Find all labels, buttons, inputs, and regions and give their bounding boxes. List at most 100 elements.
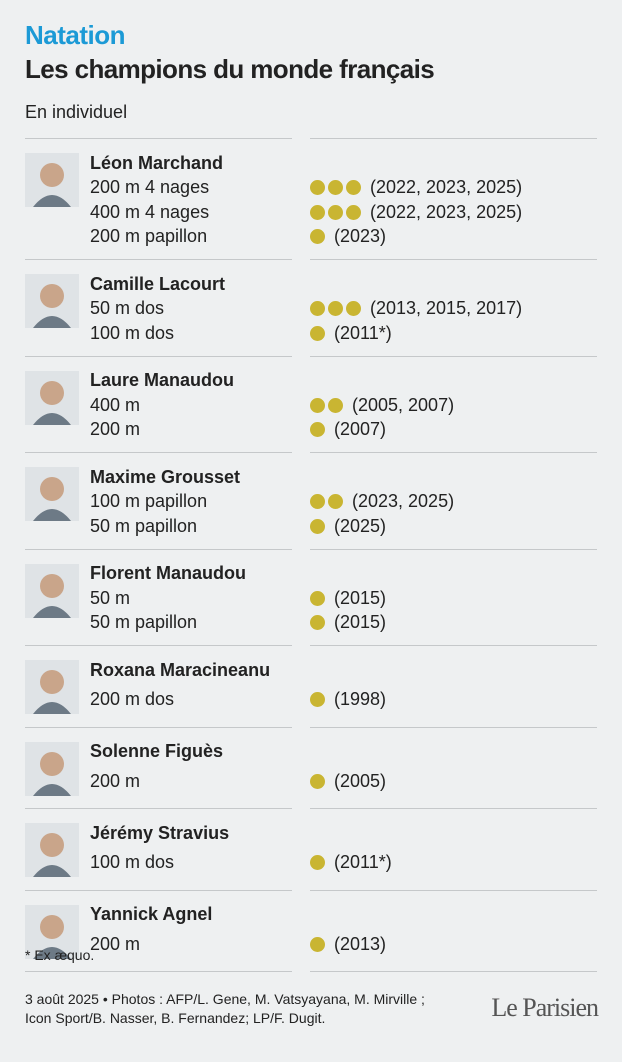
separator [25,808,597,809]
titles: (2013, 2015, 2017) [310,298,522,319]
photo [25,467,79,521]
separator [25,726,597,728]
titles: (2011*) [310,852,392,873]
portrait [33,751,71,796]
years: (2022, 2023, 2025) [370,201,523,222]
years: (2013) [334,933,387,954]
event-row: 50 m (2015) [25,586,597,611]
portrait [33,477,71,521]
photo [25,823,79,877]
title-dot [346,204,361,220]
athlete-name: Camille Lacourt [90,273,226,294]
rule [310,889,597,891]
years: (2023) [334,226,387,247]
athlete-name: Florent Manaudou [90,563,246,584]
event-row: 100 m dos (2011*) [25,321,597,346]
separator [25,548,597,550]
athlete-name: Laure Manaudou [90,370,235,391]
rule [25,645,292,646]
event: 50 m papillon [90,515,198,536]
title-dot [328,494,343,510]
event: 100 m papillon [90,491,208,512]
event-row: 200 m (2013) [25,927,597,961]
athlete-name: Maxime Grousset [90,466,241,487]
portrait [33,833,71,877]
name-row: Léon Marchand [25,151,597,176]
rule [310,645,597,646]
event-row: 200 m papillon (2023) [25,225,597,250]
event: 100 m dos [90,852,175,872]
name-row: Maxime Grousset [25,465,597,490]
rule [310,548,597,550]
athlete-list: Léon Marchand 200 m 4 nages (2022, 2023, 2… [25,138,597,972]
event: 50 m papillon [90,612,198,633]
years: (1998) [334,689,387,709]
title-dot [310,494,325,510]
event: 200 m 4 nages [90,177,210,198]
titles: (2022, 2023, 2025) [310,177,522,198]
title-dot [310,397,325,413]
rule [25,259,292,260]
photo [25,563,79,618]
athlete-name: Léon Marchand [90,152,224,173]
rule [25,548,292,550]
years: (2025) [334,515,387,536]
rule [25,726,292,728]
rule [310,138,597,139]
title-dot [310,422,325,438]
event: 200 m [90,770,141,791]
event: 50 m [90,587,131,608]
event-row: 50 m papillon (2015) [25,611,597,636]
years: (2013, 2015, 2017) [370,298,523,319]
years: (2011*) [334,852,392,872]
photo [25,904,79,959]
athlete: Léon Marchand 200 m 4 nages (2022, 2023, 2… [25,139,597,259]
titles: (2022, 2023, 2025) [310,202,522,223]
title-dot [328,301,343,317]
event-row: 50 m papillon (2025) [25,514,597,539]
credits: 3 août 2025 • Photos : AFP/L. Gene, M. V… [25,991,425,1007]
title-dot [310,590,325,606]
subtitle: En individuel [25,102,128,122]
separator [25,259,597,260]
photo [25,153,79,207]
athlete-name: Solenne Figuès [90,741,224,762]
title-dot [310,615,325,631]
title-dot [310,180,325,196]
titles: (2005, 2007) [310,395,454,416]
title-dot [310,229,325,245]
footnote: * Ex æquo. [25,947,95,963]
event: 400 m [90,394,141,415]
rule [310,971,597,972]
athlete: Solenne Figuès 200 m (2005) [25,728,597,809]
title-dot [346,301,361,317]
name-row: Roxana Maracineanu [25,658,597,683]
title-dot [310,773,325,789]
portrait [33,573,71,618]
title-dot [310,204,325,220]
logo: Le Parisien [491,993,599,1022]
athlete: Laure Manaudou 400 m (2005, 2007) 200 m (200… [25,357,597,453]
title-dot [310,855,325,870]
athlete: Jérémy Stravius 100 m dos (2011*) [25,809,597,890]
rule [310,808,597,809]
separator [25,355,597,357]
event-row: 200 m 4 nages (2022, 2023, 2025) [25,176,597,201]
title-dot [328,204,343,220]
years: (2011*) [334,322,392,343]
titles: (2013) [310,934,386,955]
title-dot [346,180,361,196]
event-row: 400 m (2005, 2007) [25,393,597,418]
years: (2015) [334,612,387,633]
athlete: Yannick Agnel 200 m (2013) [25,891,597,972]
name-row: Florent Manaudou [25,562,597,587]
athlete-name: Yannick Agnel [90,904,213,925]
rule [25,452,292,453]
event-row: 200 m (2007) [25,418,597,443]
title-dot [310,301,325,317]
event: 200 m dos [90,689,175,709]
rule [25,889,292,891]
name-row: Laure Manaudou [25,369,597,394]
titles: (1998) [310,689,386,710]
title-dot [310,692,325,707]
